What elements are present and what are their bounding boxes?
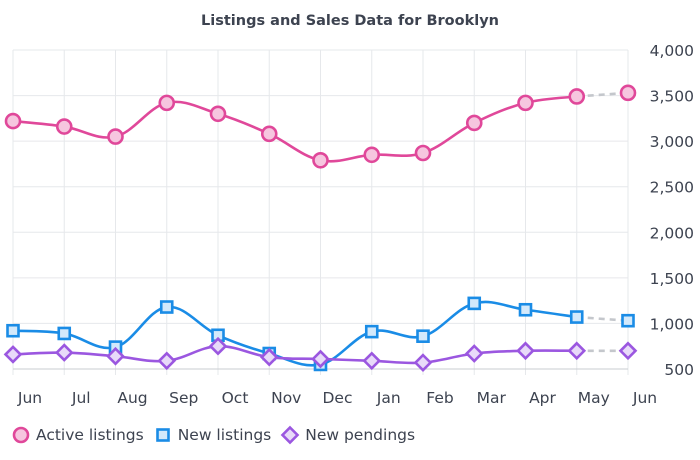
legend-item[interactable]: New pendings [279,424,415,446]
x-axis: Jun Jul Aug Sep Oct Nov Dec Jan Feb Mar Apr May Jun [17,389,657,407]
data-point-diamond[interactable] [259,347,279,367]
legend-swatch [155,428,170,442]
data-point-diamond[interactable] [157,351,177,371]
line-chart: 4,000 3,500 3,000 2,500 2,000 1,500 1,000 500 J… [3,42,694,407]
y-tick-label: 1,000 [650,315,694,333]
legend-item[interactable]: Active listings [10,424,144,446]
data-point-circle[interactable] [260,125,278,143]
data-point-circle[interactable] [517,94,534,112]
data-point-circle[interactable] [568,88,586,105]
x-tick-label: Dec [323,389,353,407]
x-tick-label: Oct [222,389,249,407]
data-point-diamond[interactable] [208,336,228,356]
x-tick-label: Nov [271,389,301,407]
y-tick-label: 1,500 [650,270,694,288]
y-tick-label: 3,500 [650,88,694,106]
chart-title: Listings and Sales Data for Brooklyn [201,13,499,29]
diamond-marker-icon [280,425,300,445]
data-point-diamond[interactable] [516,341,535,361]
series-line [11,95,579,163]
x-tick-label: Sep [169,389,198,407]
x-tick-label: Jun [17,389,42,407]
data-point-square[interactable] [6,323,20,338]
y-tick-label: 3,000 [650,133,694,151]
data-point-diamond[interactable] [311,349,330,369]
data-point-circle[interactable] [363,146,381,164]
legend-label: New pendings [305,426,416,444]
data-point-circle[interactable] [55,118,73,135]
x-tick-label: May [578,389,610,407]
data-point-diamond[interactable] [3,345,23,364]
legend-label: New listings [177,426,272,444]
data-point-circle[interactable] [107,128,124,145]
data-point-circle[interactable] [619,84,637,102]
projection-line [576,315,629,322]
series-line [11,344,579,365]
y-tick-label: 4,000 [650,42,694,60]
x-tick-label: Jan [376,389,401,407]
x-tick-label: Feb [426,389,453,407]
data-point-circle[interactable] [312,151,329,169]
x-tick-label: Mar [477,389,507,407]
x-tick-label: Apr [529,389,556,407]
data-point-circle[interactable] [414,144,432,162]
data-point-circle[interactable] [465,114,483,132]
x-tick-label: Aug [117,389,147,407]
data-point-square[interactable] [57,326,72,341]
y-axis: 4,000 3,500 3,000 2,500 2,000 1,500 1,000 500 [650,42,694,379]
grid-lines [12,49,629,375]
data-point-circle[interactable] [158,94,176,112]
data-point-diamond[interactable] [464,344,484,363]
data-point-diamond[interactable] [106,346,125,366]
x-tick-label: Jul [71,389,91,407]
legend-label: Active listings [36,426,144,444]
projection-line [576,91,629,98]
data-point-square[interactable] [364,324,379,339]
series-markers [3,84,638,372]
legend-swatch [280,425,300,445]
data-point-diamond[interactable] [362,351,382,371]
legend-item[interactable]: New listings [152,424,272,446]
data-point-circle[interactable] [209,105,227,123]
x-tick-label: Jun [632,389,657,407]
data-point-diamond[interactable] [567,341,587,361]
legend-swatch [12,426,30,444]
data-point-diamond[interactable] [618,341,638,361]
circle-marker-icon [12,426,30,444]
chart-legend: Active listings New listings New pendings [10,424,423,446]
data-point-square[interactable] [467,296,482,311]
data-point-square[interactable] [621,313,635,328]
data-point-square[interactable] [569,310,584,324]
data-point-diamond[interactable] [413,353,433,372]
data-point-square[interactable] [518,302,533,317]
y-tick-label: 500 [664,361,694,379]
data-point-circle[interactable] [4,112,22,130]
y-tick-label: 2,000 [650,224,694,242]
data-point-diamond[interactable] [54,343,74,362]
data-point-square[interactable] [416,329,430,343]
square-marker-icon [155,428,170,442]
y-tick-label: 2,500 [650,179,694,197]
data-point-square[interactable] [159,300,174,314]
